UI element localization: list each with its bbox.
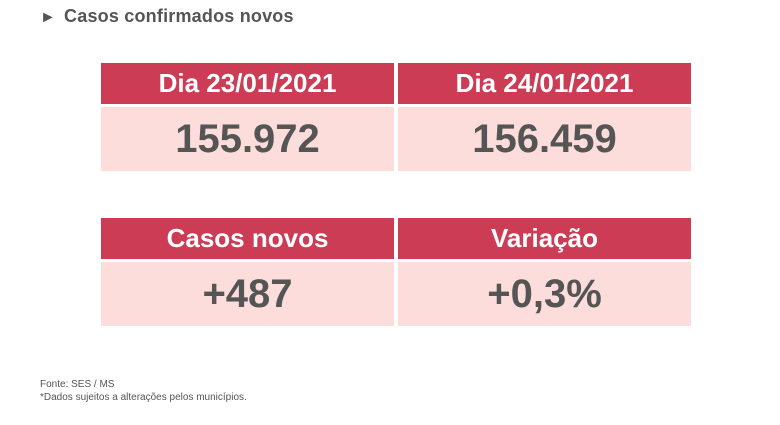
page-title-text: Casos confirmados novos [64,6,294,26]
card-value: 155.972 [101,107,394,171]
card-value: +487 [101,262,394,326]
footer: Fonte: SES / MS *Dados sujeitos a altera… [40,378,247,404]
play-arrow-icon: ► [40,9,57,26]
card-label: Dia 24/01/2021 [398,63,691,104]
card-previous-day: Dia 23/01/2021 155.972 [101,63,394,171]
source-note: Fonte: SES / MS [40,379,115,390]
card-label: Dia 23/01/2021 [101,63,394,104]
card-current-day: Dia 24/01/2021 156.459 [398,63,691,171]
card-new-cases: Casos novos +487 [101,218,394,326]
card-value: +0,3% [398,262,691,326]
card-label: Casos novos [101,218,394,259]
card-value: 156.459 [398,107,691,171]
disclaimer-note: *Dados sujeitos a alterações pelos munic… [40,392,247,403]
card-variation: Variação +0,3% [398,218,691,326]
page-title: ► Casos confirmados novos [40,6,294,27]
card-label: Variação [398,218,691,259]
